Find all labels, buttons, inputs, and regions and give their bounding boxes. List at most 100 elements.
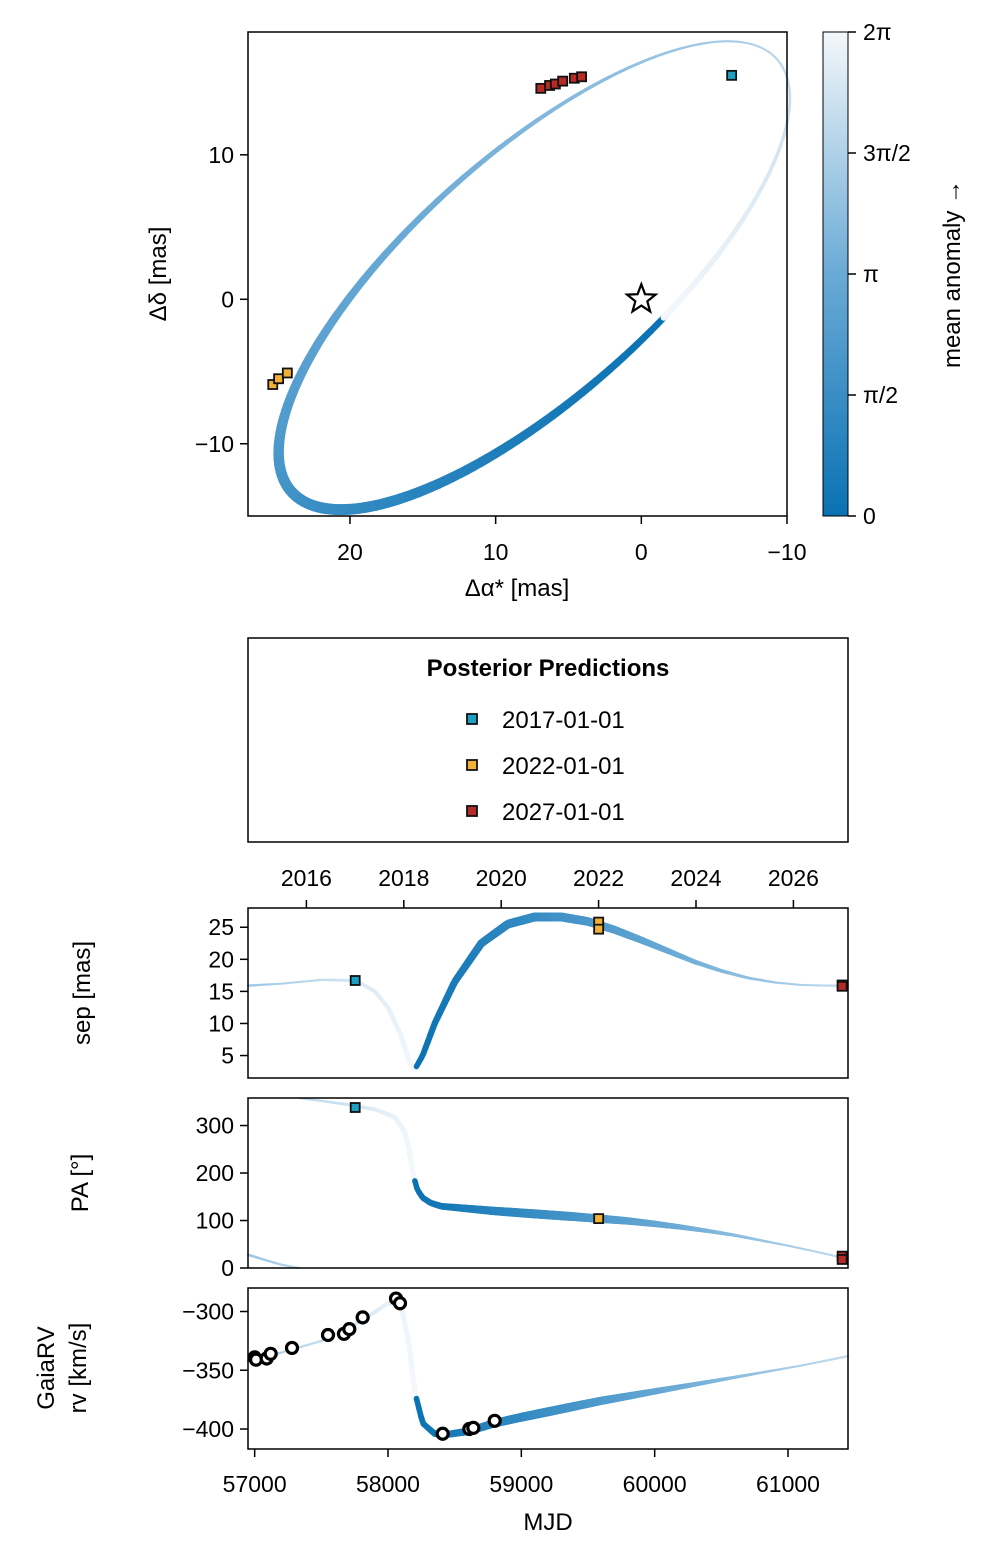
orbit-y-ticks: 10 0 −10	[195, 142, 248, 457]
rv-x-tick-label: 60000	[623, 1471, 687, 1497]
sep-y-ticks: 5 10 15 20 25	[208, 914, 248, 1069]
rv-y-axis-label-line1: GaiaRV	[33, 1326, 60, 1410]
sep-panel: 2016 2018 2020 2022 2024 2026 5 10 15 20 25 sep […	[69, 865, 850, 1079]
sep-y-tick-label: 5	[221, 1043, 234, 1069]
rv-x-tick-label: 59000	[489, 1471, 553, 1497]
orbit-y-axis-label: Δδ [mas]	[145, 227, 172, 322]
rv-y-ticks: −300 −350 −400	[182, 1299, 248, 1442]
orbit-point	[267, 379, 279, 390]
year-tick-label: 2018	[378, 865, 429, 891]
legend-entry-label: 2017-01-01	[502, 707, 625, 734]
pa-curve	[246, 1096, 850, 1270]
rv-y-tick-label: −300	[182, 1299, 234, 1325]
pa-y-tick-label: 200	[196, 1160, 234, 1186]
orbit-point	[281, 367, 293, 379]
sep-point	[836, 980, 848, 992]
orbit-point	[726, 69, 738, 81]
colorbar: 0 π/2 π 3π/2 2π mean anomaly →	[822, 19, 966, 529]
legend-swatch	[466, 805, 478, 817]
sep-y-tick-label: 15	[208, 978, 234, 1004]
colorbar-tick-label: 0	[863, 503, 876, 529]
colorbar-ticks: 0 π/2 π 3π/2 2π	[848, 19, 911, 529]
rv-x-tick-label: 58000	[356, 1471, 420, 1497]
sep-y-tick-label: 25	[208, 914, 234, 940]
pa-panel: 0 100 200 300 PA [°]	[67, 1096, 850, 1281]
legend: Posterior Predictions 2017-01-01 2022-01-…	[247, 637, 849, 843]
sep-y-tick-label: 20	[208, 946, 234, 972]
rv-y-tick-label: −400	[182, 1416, 234, 1442]
pa-prediction-points	[349, 1102, 848, 1265]
orbit-y-tick-label: 10	[208, 142, 234, 168]
legend-entry-label: 2027-01-01	[502, 799, 625, 826]
orbit-x-axis-label: Δα* [mas]	[465, 575, 570, 602]
legend-swatch	[466, 713, 478, 725]
pa-y-axis-label: PA [°]	[67, 1154, 94, 1213]
year-tick-label: 2022	[573, 865, 624, 891]
colorbar-tick-label: 3π/2	[863, 140, 911, 166]
year-tick-label: 2016	[281, 865, 332, 891]
pa-y-tick-label: 0	[221, 1255, 234, 1281]
rv-observation-point	[284, 1340, 300, 1356]
rv-curve	[246, 1301, 850, 1439]
pa-y-ticks: 0 100 200 300	[196, 1113, 248, 1281]
sep-y-axis-label: sep [mas]	[69, 941, 96, 1045]
colorbar-tick-label: 2π	[863, 19, 892, 45]
colorbar-tick-label: π/2	[863, 382, 898, 408]
rv-y-axis-label-line2: rv [km/s]	[65, 1323, 92, 1414]
rv-plot-frame	[247, 1287, 849, 1450]
rv-observation-point	[355, 1310, 370, 1325]
rv-observation-point	[392, 1296, 408, 1311]
rv-x-tick-label: 57000	[223, 1471, 287, 1497]
rv-observation-point	[263, 1346, 278, 1361]
orbit-panel: 20 10 0 −10 10 0 −10 Δα* [mas] Δδ [mas]	[145, 31, 807, 602]
legend-entry-label: 2022-01-01	[502, 753, 625, 780]
orbit-prediction-points	[267, 69, 738, 390]
rv-observation-point	[342, 1322, 357, 1337]
colorbar-gradient	[822, 31, 849, 517]
year-tick-label: 2020	[476, 865, 527, 891]
orbit-track	[273, 40, 792, 516]
orbit-x-tick-label: 0	[635, 539, 648, 565]
orbit-point	[557, 75, 569, 87]
year-tick-label: 2024	[670, 865, 721, 891]
rv-y-tick-label: −350	[182, 1357, 234, 1383]
year-tick-label: 2026	[768, 865, 819, 891]
star-icon	[624, 281, 659, 314]
legend-swatch	[466, 759, 478, 771]
rv-x-tick-label: 61000	[756, 1471, 820, 1497]
sep-point	[593, 923, 605, 935]
rv-x-ticks: 57000 58000 59000 60000 61000	[223, 1449, 820, 1497]
pa-y-tick-label: 300	[196, 1113, 234, 1139]
orbit-plot-frame	[247, 31, 788, 517]
legend-frame	[247, 637, 849, 843]
pa-y-tick-label: 100	[196, 1208, 234, 1234]
rv-curve-segment	[406, 1345, 415, 1371]
orbit-point	[273, 373, 284, 385]
orbit-point	[576, 71, 587, 83]
orbit-y-tick-label: −10	[195, 431, 234, 457]
rv-panel: −300 −350 −400 57000 58000 59000 60000 61000 G…	[33, 1287, 850, 1536]
orbit-x-tick-label: 10	[483, 539, 509, 565]
colorbar-label: mean anomaly →	[939, 180, 966, 368]
pa-point	[836, 1254, 848, 1265]
rv-observation-point	[320, 1327, 336, 1343]
colorbar-tick-label: π	[863, 261, 879, 287]
orbit-x-tick-label: −10	[767, 539, 806, 565]
sep-prediction-points	[349, 916, 848, 992]
pa-point	[593, 1213, 605, 1225]
sep-plot-frame	[247, 907, 849, 1079]
orbit-x-tick-label: 20	[337, 539, 363, 565]
star-marker	[624, 281, 659, 314]
orbit-y-tick-label: 0	[221, 286, 234, 312]
rv-observation-point	[466, 1420, 481, 1435]
sep-y-tick-label: 10	[208, 1010, 234, 1036]
legend-entries: 2017-01-01 2022-01-01 2027-01-01	[466, 707, 625, 826]
rv-curve-segment	[409, 1365, 417, 1390]
pa-plot-frame	[247, 1097, 849, 1269]
legend-title: Posterior Predictions	[427, 655, 670, 682]
sep-curve	[246, 912, 850, 1072]
pa-point	[349, 1102, 361, 1113]
orbit-segment	[660, 307, 674, 321]
orbit-point	[535, 82, 547, 94]
